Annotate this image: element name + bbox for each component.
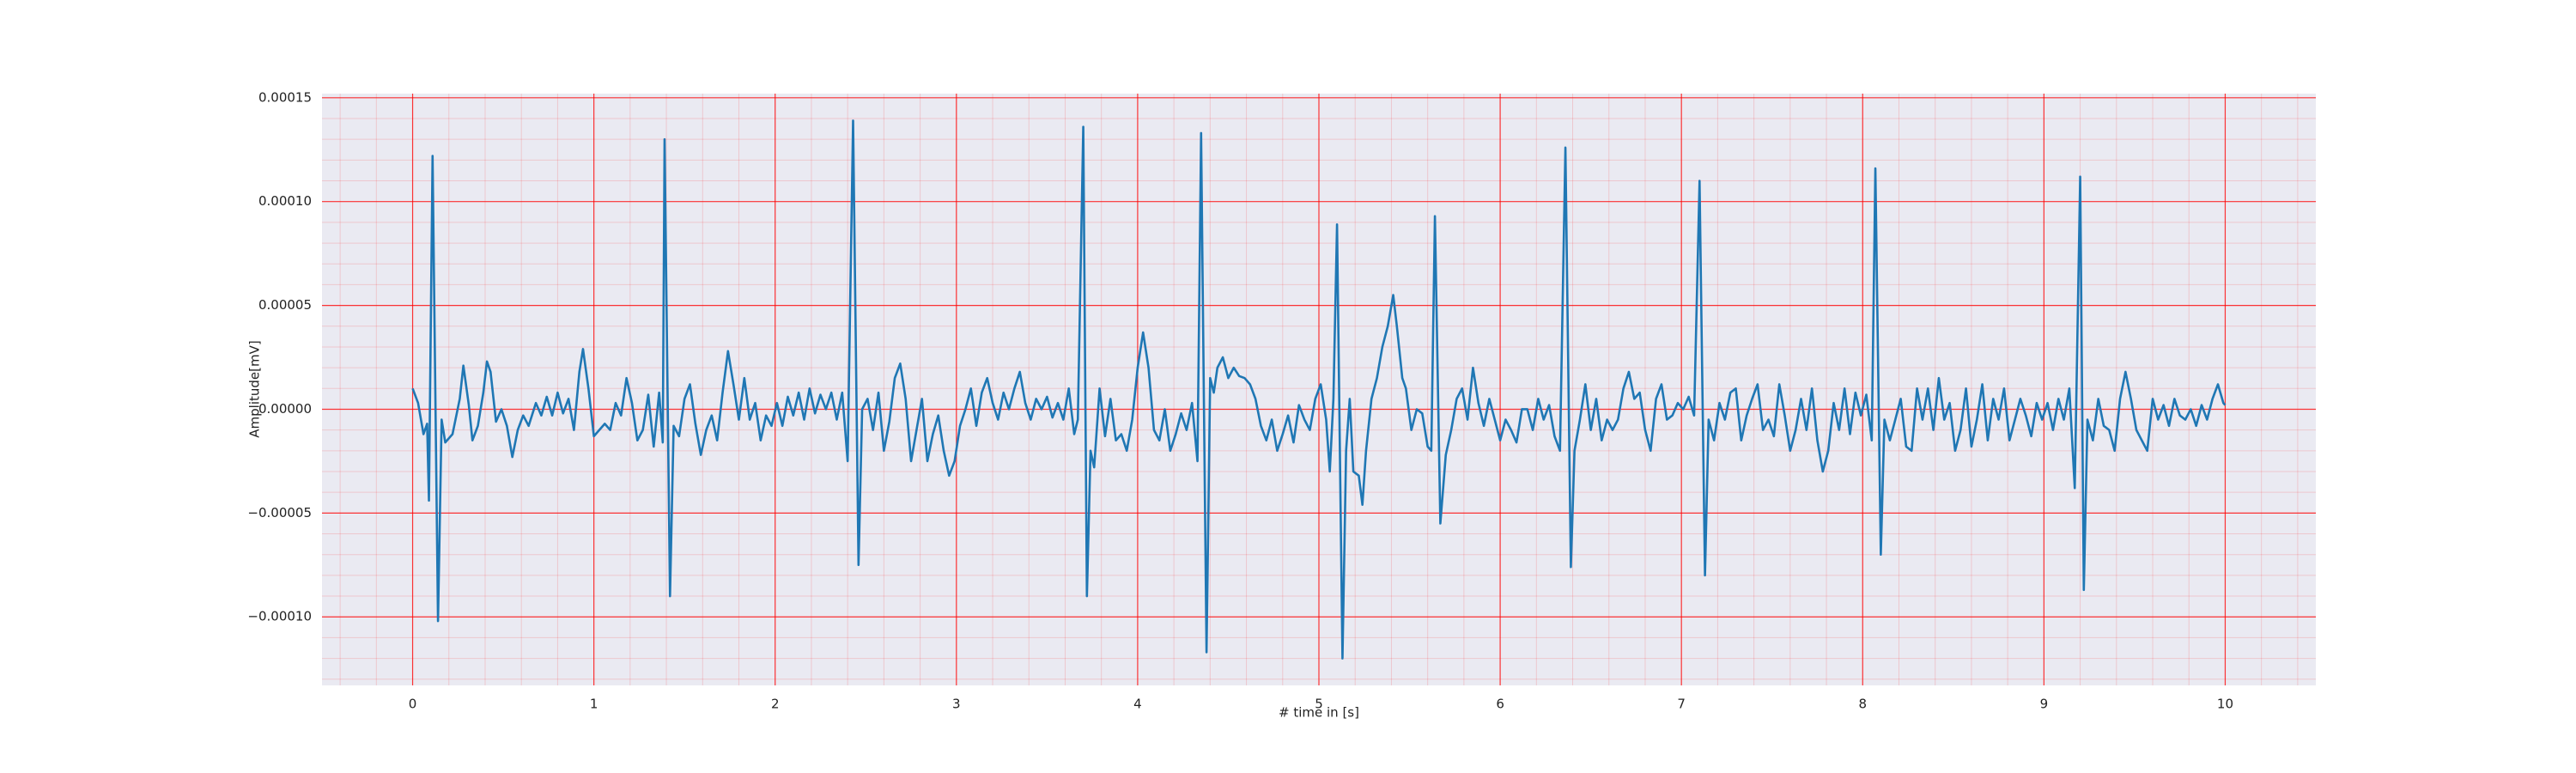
- y-tick-label: 0.00000: [258, 401, 312, 417]
- x-tick-label: 3: [952, 697, 961, 712]
- marks: [411, 119, 2227, 660]
- y-tick-label: 0.00015: [258, 89, 312, 105]
- x-tick-label: 0: [409, 697, 417, 712]
- x-tick-label: 2: [771, 697, 780, 712]
- x-tick-label: 9: [2040, 697, 2049, 712]
- x-tick-label: 10: [2217, 697, 2233, 712]
- x-tick-label: 5: [1315, 697, 1323, 712]
- x-tick-label: 6: [1496, 697, 1504, 712]
- y-tick-label: 0.00010: [258, 193, 312, 209]
- y-tick-label: −0.00005: [247, 505, 312, 520]
- y-tick-label: −0.00010: [247, 609, 312, 624]
- x-tick-label: 7: [1677, 697, 1686, 712]
- signal-line: [411, 119, 2227, 660]
- x-tick-label: 1: [590, 697, 598, 712]
- x-tick-label: 8: [1858, 697, 1867, 712]
- x-tick-label: 4: [1133, 697, 1142, 712]
- y-tick-label: 0.00005: [258, 297, 312, 313]
- x-axis-label: # time in [s]: [1279, 705, 1359, 721]
- y-axis-label: Amplitude[mV]: [247, 340, 263, 437]
